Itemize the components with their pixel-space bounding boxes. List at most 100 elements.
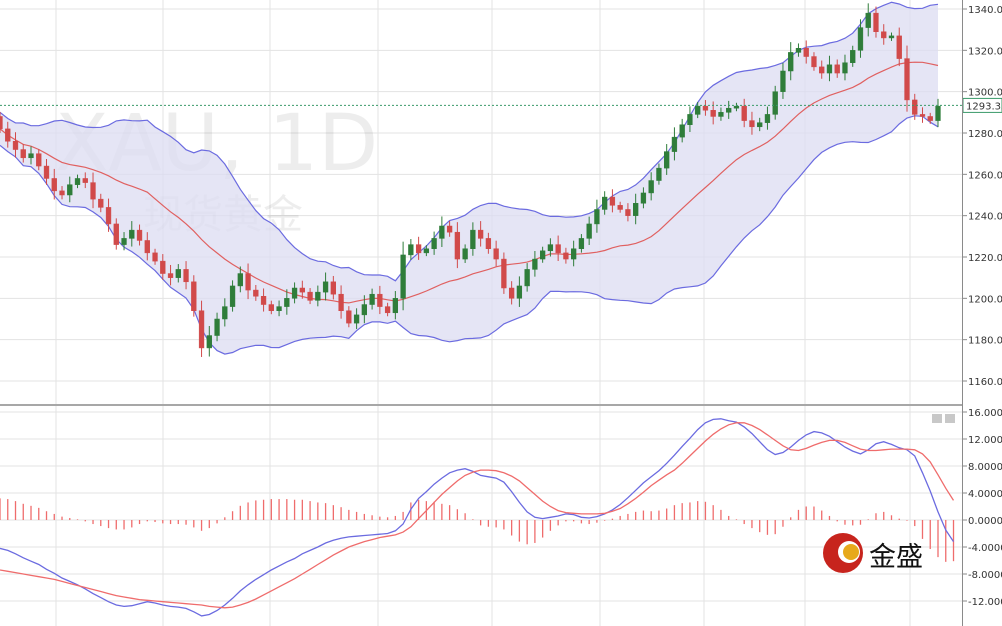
current-price-line: 1293.35 (0, 97, 1002, 113)
candle-body-74 (570, 248, 577, 260)
candle-body-97 (749, 120, 755, 128)
pane-button-1[interactable] (932, 414, 942, 423)
candle-117 (904, 45, 910, 112)
candle-93 (718, 107, 724, 121)
candle-body-76 (586, 223, 592, 239)
candle-body-117 (904, 58, 910, 101)
candle-67 (516, 276, 523, 307)
candle-body-36 (276, 306, 282, 311)
candle-69 (532, 251, 538, 277)
candle-body-87 (671, 136, 678, 152)
candle-body-102 (788, 52, 794, 72)
candle-body-28 (214, 318, 220, 336)
candle-body-66 (508, 287, 515, 299)
candle-22 (167, 264, 174, 286)
candle-body-65 (501, 258, 507, 289)
candle-47 (361, 295, 368, 324)
candle-41 (315, 285, 321, 307)
candle-70 (539, 246, 546, 263)
price-tick-label-7: 1200.00 (968, 294, 1002, 305)
candle-body-60 (462, 248, 468, 260)
candle-body-23 (175, 269, 181, 278)
candle-body-67 (516, 285, 523, 299)
candle-53 (408, 239, 414, 260)
candle-90 (695, 102, 701, 119)
price-tick-label-6: 1220.00 (968, 253, 1002, 264)
pane-button-2[interactable] (945, 414, 955, 423)
candle-body-92 (710, 110, 716, 117)
candle-body-80 (617, 205, 623, 210)
candle-34 (260, 288, 267, 312)
candle-107 (826, 55, 833, 82)
candle-body-98 (757, 122, 763, 128)
candle-115 (888, 32, 895, 41)
candle-body-77 (594, 209, 600, 225)
macd-grid (0, 406, 962, 626)
candle-96 (741, 98, 747, 128)
candle-body-52 (400, 254, 406, 299)
macd-tick-label-0: 16.0000 (968, 408, 1002, 419)
candle-63 (485, 232, 492, 254)
candle-18 (136, 224, 143, 246)
bollinger-upper-line (0, 1, 939, 282)
candle-body-107 (826, 64, 833, 74)
candle-body-20 (152, 252, 158, 262)
candle-10 (74, 174, 81, 189)
price-tick-label-5: 1240.00 (968, 212, 1002, 223)
candle-body-37 (284, 298, 290, 307)
price-tick-label-0: 1340.00 (968, 5, 1002, 16)
macd-tick-label-5: -4.0000 (968, 543, 1002, 554)
candle-body-29 (222, 306, 228, 320)
candle-body-13 (98, 198, 104, 208)
candle-40 (307, 288, 313, 305)
macd-tick-label-4: 0.0000 (968, 516, 1002, 527)
candle-21 (160, 254, 166, 280)
macd-axis: 16.0000 12.0000 8.0000 4.0000 0.0000 -4.0000 -… (962, 408, 1002, 608)
price-tick-label-2: 1300.00 (968, 88, 1002, 99)
candle-87 (671, 127, 678, 161)
candle-body-95 (733, 105, 740, 109)
candle-97 (749, 111, 755, 135)
candle-56 (431, 231, 437, 255)
signal-line (0, 422, 955, 609)
candle-body-111 (857, 27, 864, 51)
candle-body-88 (679, 124, 685, 138)
candle-body-89 (687, 114, 693, 125)
candle-64 (493, 240, 499, 267)
candle-body-113 (873, 12, 879, 32)
pane-controls[interactable] (932, 414, 955, 423)
candle-25 (191, 275, 197, 317)
candle-body-62 (477, 229, 484, 239)
candle-19 (144, 232, 150, 261)
candle-body-73 (563, 252, 569, 260)
candle-body-61 (470, 229, 476, 249)
candle-body-114 (881, 31, 887, 39)
candle-body-5 (36, 153, 42, 167)
candle-body-83 (640, 192, 647, 204)
candle-body-72 (555, 244, 561, 254)
candle-body-75 (578, 238, 585, 249)
candle-76 (586, 216, 592, 245)
price-axis: 1340.00 1320.00 1300.00 1280.00 1260.00 1240.… (962, 5, 1002, 388)
candle-body-93 (718, 112, 724, 117)
candle-85 (656, 163, 662, 185)
candle-body-70 (539, 250, 546, 260)
price-tick-label-8: 1180.00 (968, 336, 1002, 347)
candle-98 (757, 117, 763, 132)
candle-body-56 (431, 238, 437, 249)
candle-body-11 (82, 178, 88, 183)
candle-body-46 (353, 314, 360, 324)
candle-body-101 (780, 70, 786, 92)
candle-38 (291, 282, 298, 304)
candle-108 (834, 59, 840, 78)
candle-body-115 (888, 35, 895, 39)
candle-body-24 (183, 269, 189, 283)
candle-body-27 (206, 335, 212, 349)
candle-7 (51, 168, 57, 200)
candle-24 (183, 261, 189, 290)
candle-body-100 (772, 91, 778, 115)
candle-82 (633, 193, 639, 225)
candle-83 (640, 187, 647, 209)
candle-17 (129, 221, 135, 247)
